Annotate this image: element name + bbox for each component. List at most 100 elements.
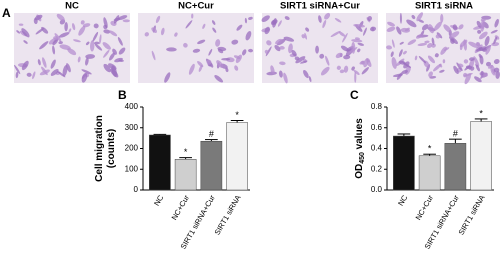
cell (198, 64, 203, 72)
cell (118, 59, 124, 62)
cell (248, 16, 253, 20)
cell (304, 32, 307, 40)
cell (402, 50, 407, 55)
y-axis-label: OD450 values (354, 118, 366, 179)
cell (270, 19, 278, 26)
cell (160, 27, 165, 36)
cell (473, 56, 480, 67)
cell (308, 76, 312, 83)
cell (206, 59, 212, 65)
cell (92, 31, 99, 42)
cell (300, 60, 308, 64)
cell (493, 59, 500, 65)
cell (73, 39, 81, 43)
cell (52, 45, 56, 55)
cell (443, 24, 452, 33)
cell (64, 21, 68, 32)
cell (303, 70, 309, 79)
cell (319, 53, 325, 59)
cell (390, 51, 394, 58)
y-tick-label: 0 (134, 185, 139, 194)
cell (211, 20, 216, 25)
cell (354, 71, 357, 83)
cell (122, 19, 130, 23)
cell (67, 48, 77, 56)
cell (490, 29, 498, 34)
cell (442, 59, 446, 64)
x-tick-label: NC (152, 193, 166, 207)
cell (439, 69, 445, 73)
cell (81, 69, 92, 75)
cell (416, 12, 424, 22)
y-tick-label: 0.0 (371, 185, 383, 194)
y-tick-label: 400 (125, 102, 139, 111)
cell (21, 28, 30, 38)
cell (478, 31, 488, 40)
cell (16, 30, 21, 34)
cell (338, 31, 346, 37)
cell (216, 60, 224, 68)
cell (339, 69, 345, 74)
micrograph (138, 13, 254, 83)
cell (474, 76, 482, 83)
cell (407, 39, 417, 46)
cell (109, 30, 118, 37)
cell (335, 52, 343, 59)
cell (315, 45, 319, 54)
cell (283, 72, 288, 84)
cell (66, 63, 71, 73)
cell (417, 43, 428, 46)
bar (226, 122, 248, 191)
cell (155, 15, 161, 24)
cell (94, 43, 103, 51)
cell (245, 30, 252, 41)
cell (57, 70, 66, 78)
y-axis-label-line: (counts) (106, 129, 117, 168)
y-tick-label: 0.4 (371, 144, 383, 153)
cell (85, 41, 90, 46)
cell (351, 66, 355, 71)
cell (351, 39, 363, 43)
cell (453, 65, 459, 75)
cell (361, 60, 365, 65)
x-tick-label: NC (396, 193, 410, 207)
cell (78, 25, 86, 36)
cell (357, 42, 365, 46)
cell (434, 53, 439, 58)
cell (39, 69, 50, 76)
bar (174, 159, 197, 191)
cell (386, 26, 396, 32)
cell (415, 33, 423, 39)
cell (53, 36, 59, 41)
cell (401, 69, 408, 74)
cell (108, 63, 117, 70)
cell (325, 55, 330, 66)
cell (183, 42, 188, 48)
cell (428, 24, 435, 34)
cell (428, 71, 433, 78)
cell (174, 32, 178, 37)
cell (418, 56, 427, 64)
cell (406, 19, 417, 28)
cell (495, 71, 500, 79)
image-title: NC+Cur (178, 1, 214, 12)
y-axis-label-line: Cell migration (94, 115, 105, 182)
cell (468, 41, 479, 48)
cell (361, 67, 369, 75)
cell (431, 37, 435, 45)
cell (93, 41, 100, 45)
cell (208, 48, 213, 56)
cell (387, 21, 395, 27)
cell (475, 64, 480, 72)
cell (480, 19, 485, 32)
cell (225, 67, 229, 73)
cell (41, 26, 49, 34)
cell (248, 48, 254, 53)
cell (236, 24, 243, 31)
cell (50, 59, 56, 69)
cell (231, 39, 239, 45)
cell (197, 39, 206, 45)
x-tick-label: SIRT1 siRNA (457, 193, 487, 236)
x-tick-label: NC+Cur (170, 193, 192, 222)
cell (102, 42, 111, 50)
